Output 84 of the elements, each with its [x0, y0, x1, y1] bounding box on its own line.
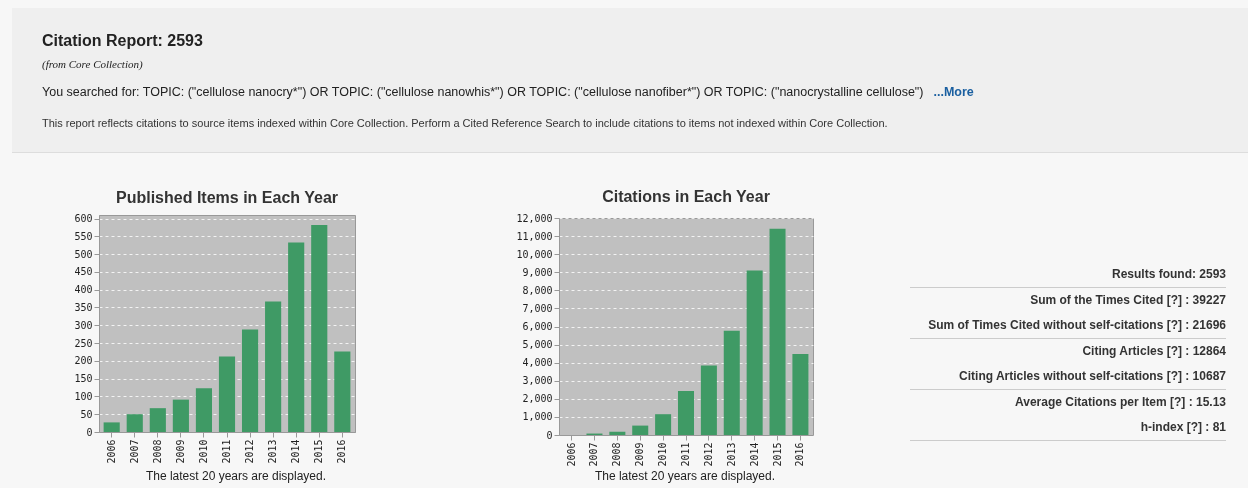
- bar: [149, 408, 166, 432]
- y-tick-label: 250: [74, 337, 93, 349]
- chart-title: Citations in Each Year: [602, 188, 770, 205]
- text: Citation Report: 2593: [42, 32, 203, 50]
- text: h-index [?] : 81: [910, 415, 1226, 441]
- text: Citing Articles without self-citations [?] : 10687: [910, 364, 1226, 390]
- bar: [723, 330, 740, 435]
- y-tick-label: 6,000: [522, 321, 553, 332]
- x-tick-label: 2007: [588, 442, 600, 467]
- text: Sum of Times Cited without self-citations [?] : 21696: [910, 313, 1226, 339]
- y-tick-label: 12,000: [516, 212, 553, 224]
- text: Sum of the Times Cited [?] : 39227: [1029, 292, 1226, 309]
- bar: [700, 365, 717, 435]
- x-tick-label: 2006: [565, 442, 577, 467]
- text: Citing Articles [?] : 12864: [1081, 343, 1226, 360]
- y-tick-label: 4,000: [522, 357, 553, 369]
- bar: [195, 388, 213, 432]
- bar: [172, 399, 189, 432]
- text: ...More: [933, 85, 974, 99]
- bar: [334, 351, 351, 432]
- y-tick-label: 50: [80, 408, 93, 420]
- y-tick-label: 100: [74, 390, 93, 402]
- bar: [311, 224, 328, 432]
- bar: [632, 425, 649, 435]
- y-tick-label: 200: [74, 355, 93, 367]
- x-tick-label: 2010: [657, 442, 669, 467]
- y-tick-label: 150: [74, 373, 93, 385]
- y-tick-label: 550: [74, 230, 93, 242]
- x-tick-label: 2016: [794, 442, 806, 467]
- x-tick-label: 2006: [105, 439, 117, 464]
- y-tick-label: 0: [86, 426, 93, 438]
- bar: [265, 301, 282, 432]
- bar: [677, 391, 695, 435]
- y-tick-label: 500: [74, 248, 93, 260]
- x-tick-label: 2008: [151, 439, 163, 464]
- text: The latest 20 years are displayed.: [593, 469, 777, 483]
- x-tick-label: 2013: [725, 442, 737, 467]
- text: You searched for: TOPIC: ("cellulose nanocry*") OR TOPIC: ("cellulose nanowhis*") OR TOPIC: ("cellulose nanofiber*") OR TOPIC: ("nanocrystalline cellulose"): [42, 85, 924, 99]
- bar: [655, 414, 672, 435]
- x-tick-label: 2013: [267, 439, 279, 464]
- x-tick-label: 2015: [313, 439, 325, 464]
- y-tick-label: 400: [74, 284, 93, 296]
- bar: [746, 270, 763, 435]
- y-tick-label: 1,000: [522, 411, 553, 423]
- bar: [792, 353, 809, 435]
- text: Average Citations per Item [?] : 15.13: [1014, 394, 1226, 411]
- bar: [218, 356, 236, 432]
- y-tick-label: 600: [74, 213, 93, 225]
- chart-title: Published Items in Each Year: [115, 188, 339, 206]
- y-tick-label: 350: [74, 301, 93, 313]
- text: (from Core Collection): [42, 58, 143, 70]
- x-tick-label: 2011: [680, 442, 691, 467]
- x-tick-label: 2014: [748, 442, 760, 467]
- x-tick-label: 2015: [771, 442, 783, 467]
- x-tick-label: 2012: [244, 439, 256, 464]
- y-tick-label: 3,000: [522, 375, 553, 387]
- x-tick-label: 2014: [290, 439, 302, 464]
- x-tick-label: 2011: [221, 439, 232, 464]
- x-tick-label: 2007: [128, 439, 140, 464]
- x-tick-label: 2010: [197, 439, 209, 464]
- y-tick-label: 7,000: [522, 302, 553, 314]
- y-tick-label: 450: [74, 266, 93, 278]
- bar: [126, 414, 143, 432]
- x-tick-label: 2008: [611, 442, 623, 467]
- y-tick-label: 11,000: [516, 230, 553, 242]
- x-tick-label: 2012: [702, 442, 714, 467]
- y-tick-label: 8,000: [522, 284, 553, 296]
- text: Results found: 2593: [910, 262, 1226, 288]
- x-tick-label: 2009: [634, 442, 646, 467]
- x-tick-label: 2009: [174, 439, 186, 464]
- y-tick-label: 10,000: [516, 248, 553, 260]
- text: This report reflects citations to source items indexed within Core Collection. Perform a Cited Reference Search to include citations to items not indexed within Core Collection.: [42, 117, 888, 129]
- bar: [769, 228, 786, 435]
- y-tick-label: 0: [546, 429, 553, 441]
- y-tick-label: 5,000: [522, 339, 553, 351]
- y-tick-label: 2,000: [522, 393, 553, 405]
- x-tick-label: 2016: [336, 439, 348, 464]
- bar: [103, 422, 120, 432]
- bar: [241, 329, 259, 432]
- bar: [609, 431, 626, 435]
- bar: [288, 242, 305, 432]
- y-tick-label: 300: [74, 319, 93, 331]
- text: The latest 20 years are displayed.: [144, 469, 328, 483]
- y-tick-label: 9,000: [522, 266, 553, 278]
